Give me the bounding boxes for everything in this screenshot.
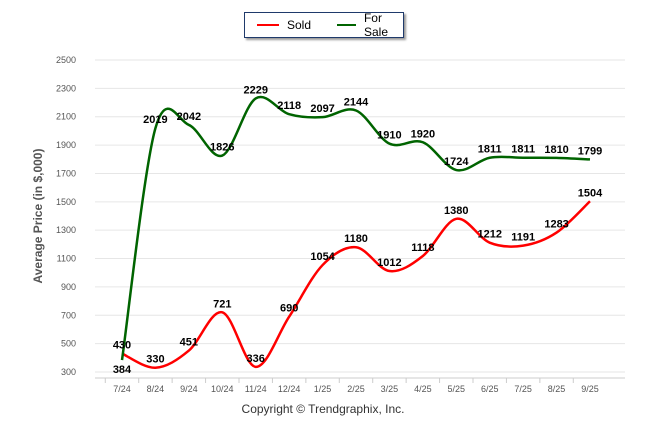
y-axis-label: Average Price (in $,000) xyxy=(31,149,45,284)
data-label: 330 xyxy=(146,354,164,366)
data-label: 690 xyxy=(280,303,298,315)
x-tick-label: 5/25 xyxy=(448,384,466,394)
y-tick-label: 300 xyxy=(61,367,76,377)
data-label: 1724 xyxy=(444,156,469,168)
data-label: 1118 xyxy=(411,242,434,254)
x-tick-label: 9/24 xyxy=(180,384,198,394)
legend-label-sold: Sold xyxy=(287,18,312,32)
data-label: 1826 xyxy=(210,142,234,154)
data-label: 1380 xyxy=(444,205,468,217)
data-label: 1799 xyxy=(578,145,602,157)
x-tick-label: 9/25 xyxy=(581,384,599,394)
data-label: 1212 xyxy=(477,229,501,241)
data-label: 2097 xyxy=(310,103,334,115)
x-tick-label: 4/25 xyxy=(414,384,432,394)
x-tick-label: 7/24 xyxy=(113,384,131,394)
x-tick-label: 6/25 xyxy=(481,384,499,394)
data-label: 2042 xyxy=(177,111,201,123)
data-label: 2229 xyxy=(243,84,267,96)
data-label: 1180 xyxy=(344,233,368,245)
data-label: 1910 xyxy=(377,130,401,142)
x-tick-label: 12/24 xyxy=(278,384,301,394)
y-tick-label: 700 xyxy=(61,310,76,320)
y-tick-label: 1100 xyxy=(57,254,76,264)
y-tick-label: 2500 xyxy=(56,55,76,65)
legend-label-for-sale: For Sale xyxy=(363,11,388,39)
y-tick-label: 900 xyxy=(61,282,76,292)
x-tick-label: 11/24 xyxy=(245,384,267,394)
data-label: 430 xyxy=(113,340,131,352)
copyright: Copyright © Trendgraphix, Inc. xyxy=(241,402,405,416)
data-label: 1504 xyxy=(578,187,603,199)
y-tick-label: 1300 xyxy=(56,225,76,235)
y-tick-label: 1500 xyxy=(56,197,76,207)
data-label: 384 xyxy=(113,364,132,376)
data-label: 336 xyxy=(247,353,265,365)
data-label: 1283 xyxy=(544,219,568,231)
x-tick-label: 8/24 xyxy=(147,384,165,394)
series-line-sold xyxy=(121,200,591,369)
series-line-for-sale xyxy=(120,95,591,361)
x-tick-label: 2/25 xyxy=(347,384,365,394)
data-label: 2019 xyxy=(143,114,167,126)
y-tick-label: 1900 xyxy=(56,140,76,150)
data-label: 1012 xyxy=(377,257,401,269)
data-label: 2118 xyxy=(277,100,301,112)
data-label: 1920 xyxy=(411,128,435,140)
x-tick-label: 10/24 xyxy=(211,384,234,394)
y-tick-label: 2300 xyxy=(56,83,76,93)
y-tick-label: 2100 xyxy=(56,112,76,122)
x-tick-label: 3/25 xyxy=(381,384,399,394)
data-label: 721 xyxy=(213,298,231,310)
y-tick-label: 500 xyxy=(61,339,76,349)
y-tick-label: 1700 xyxy=(56,168,76,178)
x-tick-label: 8/25 xyxy=(548,384,566,394)
data-label: 1810 xyxy=(544,144,568,156)
data-label: 451 xyxy=(180,337,198,349)
x-tick-label: 1/25 xyxy=(314,384,332,394)
data-label: 2144 xyxy=(344,96,369,108)
legend: Sold For Sale xyxy=(244,11,404,39)
legend-item-for-sale[interactable]: For Sale xyxy=(337,11,403,39)
legend-swatch-for-sale xyxy=(337,24,356,26)
legend-item-sold[interactable]: Sold xyxy=(257,18,311,32)
legend-swatch-sold xyxy=(257,24,279,26)
data-label: 1811 xyxy=(478,144,502,156)
data-label: 1191 xyxy=(511,232,535,244)
data-label: 1054 xyxy=(310,251,335,263)
x-tick-label: 7/25 xyxy=(514,384,532,394)
data-label: 1811 xyxy=(511,144,535,156)
